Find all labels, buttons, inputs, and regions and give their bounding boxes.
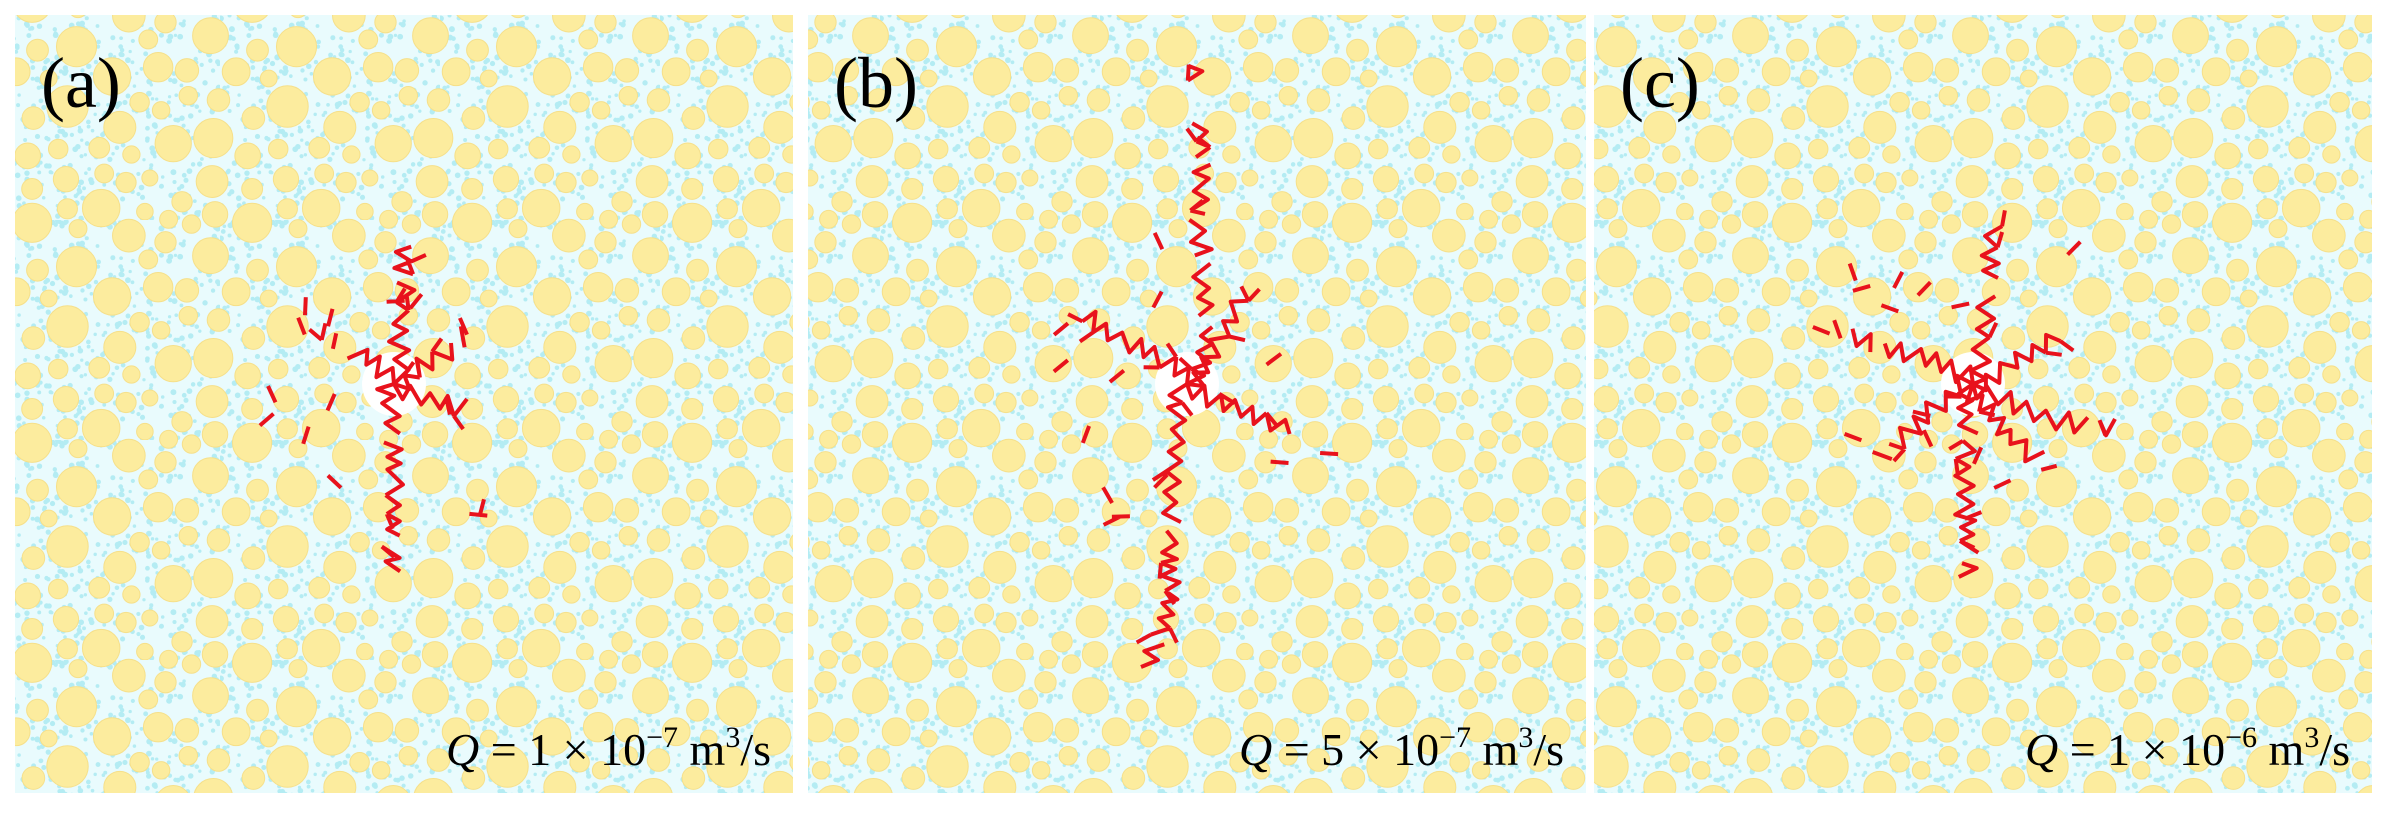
caption-suffix: /s	[740, 724, 771, 775]
caption-symbol: Q	[1239, 724, 1272, 775]
caption-symbol: Q	[2025, 724, 2058, 775]
caption-symbol: Q	[446, 724, 479, 775]
panel: (a) Q = 1 × 10−7 m3/s	[15, 15, 793, 793]
caption-text: = 1 × 10	[479, 724, 646, 775]
caption-suffix: /s	[2319, 724, 2350, 775]
caption-exponent: −7	[1439, 721, 1471, 754]
caption-unit: m	[2257, 724, 2305, 775]
crack	[1812, 210, 2117, 579]
panel-label: (c)	[1620, 43, 1700, 123]
panel-label: (b)	[834, 43, 918, 123]
panel: (c) Q = 1 × 10−6 m3/s	[1594, 15, 2372, 793]
caption-unit-exponent: 3	[1518, 721, 1533, 754]
caption-text: = 1 × 10	[2058, 724, 2225, 775]
panel-label: (a)	[41, 43, 121, 123]
caption-exponent: −6	[2225, 721, 2257, 754]
caption-exponent: −7	[646, 721, 678, 754]
caption-suffix: /s	[1533, 724, 1564, 775]
caption-text: = 5 × 10	[1272, 724, 1439, 775]
caption-unit: m	[678, 724, 726, 775]
caption: Q = 1 × 10−7 m3/s	[446, 721, 771, 775]
caption-unit-exponent: 3	[725, 721, 740, 754]
caption-unit-exponent: 3	[2304, 721, 2319, 754]
crack	[1052, 64, 1339, 669]
caption: Q = 1 × 10−6 m3/s	[2025, 721, 2350, 775]
panel: (b) Q = 5 × 10−7 m3/s	[808, 15, 1586, 793]
crack	[258, 244, 488, 574]
caption: Q = 5 × 10−7 m3/s	[1239, 721, 1564, 775]
caption-unit: m	[1471, 724, 1519, 775]
